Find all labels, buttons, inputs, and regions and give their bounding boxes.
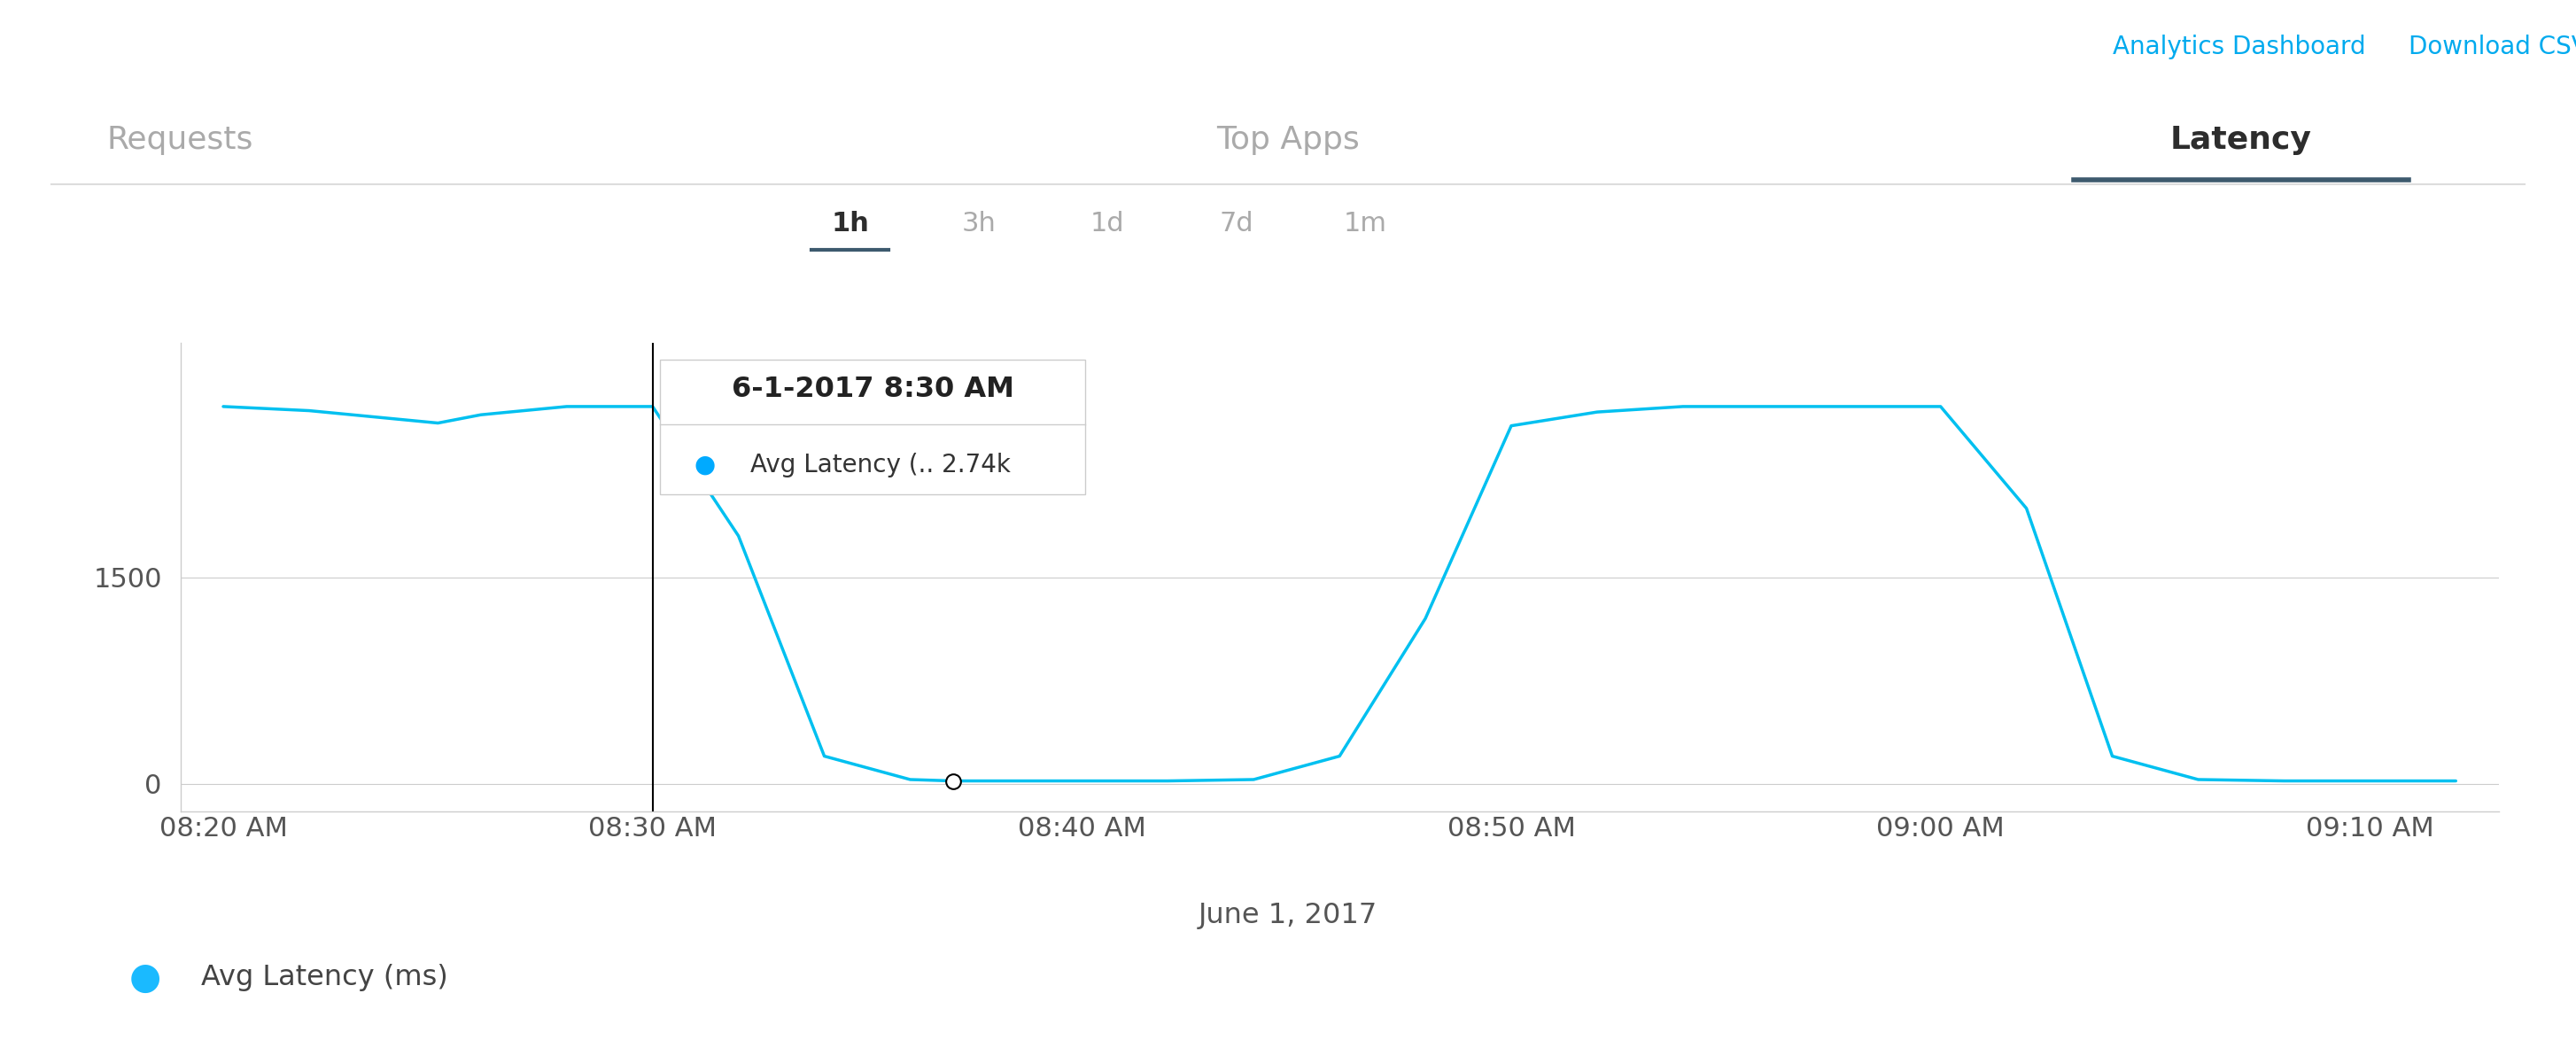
Text: 3h: 3h bbox=[961, 211, 997, 236]
Text: ●: ● bbox=[129, 959, 162, 996]
Text: Latency: Latency bbox=[2172, 126, 2311, 155]
Text: Analytics Dashboard: Analytics Dashboard bbox=[2112, 34, 2365, 59]
Text: 1m: 1m bbox=[1345, 211, 1386, 236]
Text: 1d: 1d bbox=[1090, 211, 1126, 236]
Text: Requests: Requests bbox=[108, 126, 252, 155]
Text: 6-1-2017 8:30 AM: 6-1-2017 8:30 AM bbox=[732, 375, 1015, 402]
Text: June 1, 2017: June 1, 2017 bbox=[1198, 902, 1378, 929]
Text: 1h: 1h bbox=[832, 211, 868, 236]
Text: Top Apps: Top Apps bbox=[1216, 126, 1360, 155]
Text: 7d: 7d bbox=[1218, 211, 1255, 236]
Text: Avg Latency (ms): Avg Latency (ms) bbox=[201, 964, 448, 991]
Text: Download CSV: Download CSV bbox=[2409, 34, 2576, 59]
Text: ●: ● bbox=[693, 452, 716, 477]
Text: Avg Latency (.. 2.74k: Avg Latency (.. 2.74k bbox=[750, 452, 1010, 477]
